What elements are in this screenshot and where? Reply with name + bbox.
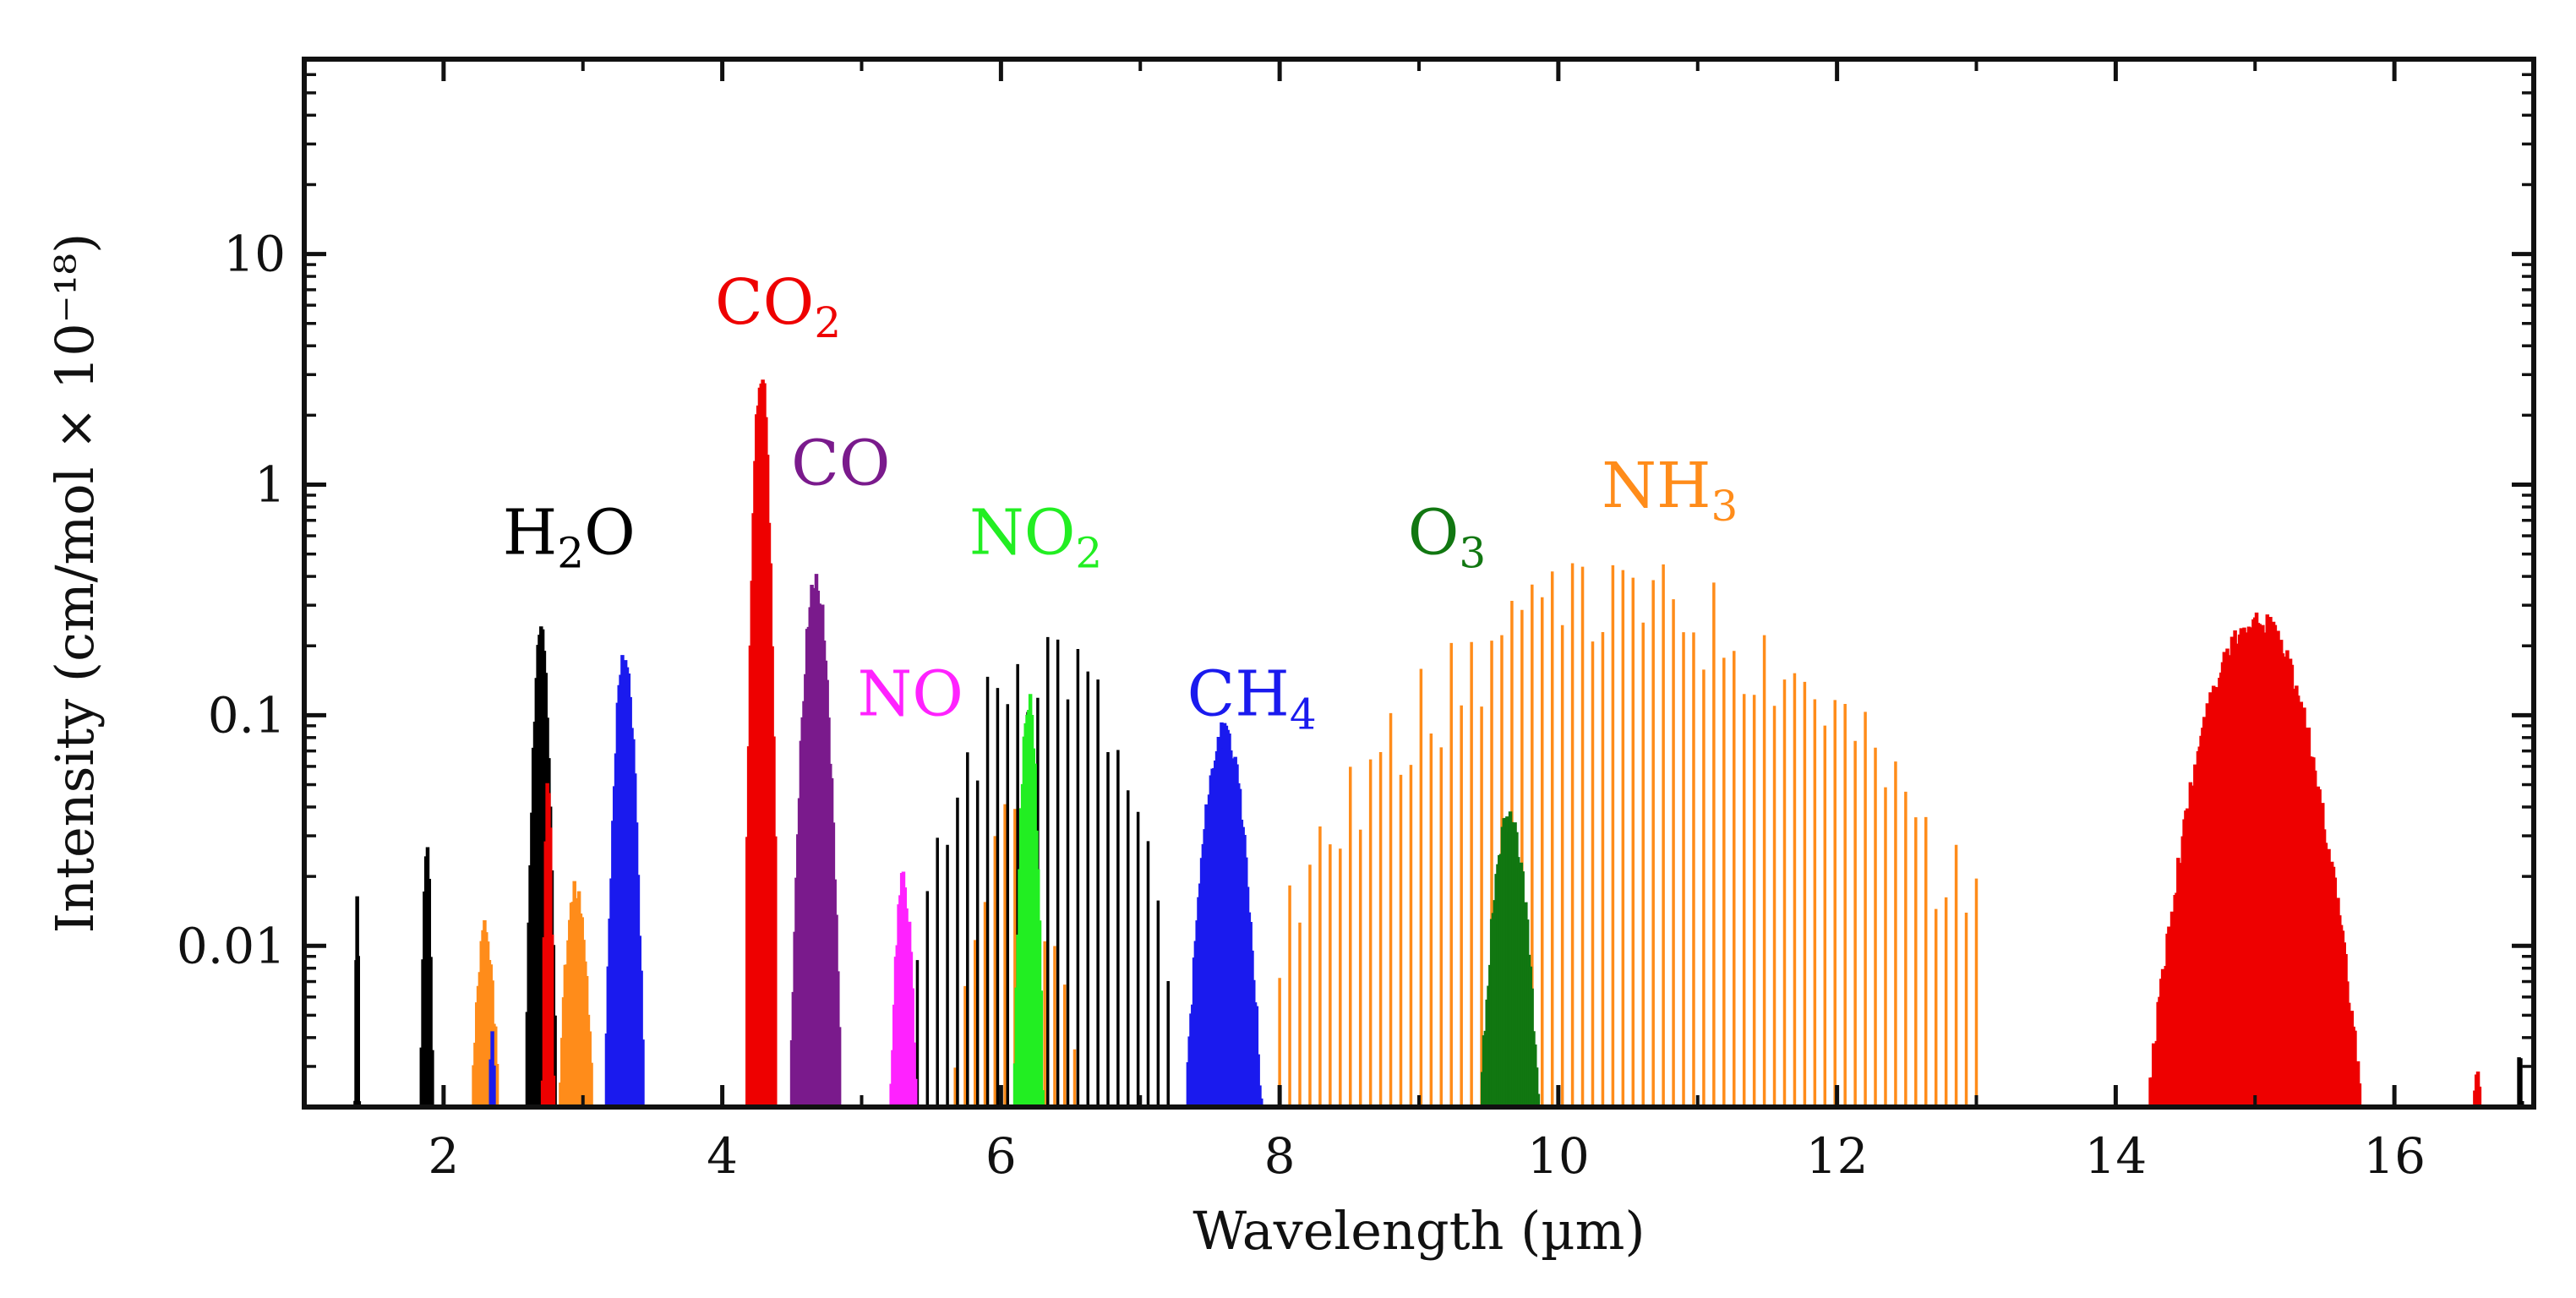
band-co2-0 xyxy=(540,783,556,1107)
label-co: CO xyxy=(791,427,890,499)
x-tick-label: 16 xyxy=(2363,1127,2426,1185)
band-ch4-0 xyxy=(488,1031,496,1107)
y-tick-label: 0.1 xyxy=(208,686,286,744)
species-labels: H2O CO2 CO NO NO2 CH4 O3 NH3 xyxy=(503,266,1738,739)
x-tick-label: 6 xyxy=(985,1127,1017,1185)
band-co2-3 xyxy=(2473,1072,2482,1107)
label-no: NO xyxy=(857,657,963,730)
x-axis-title: Wavelength (µm) xyxy=(1192,1200,1645,1262)
band-h2o-4 xyxy=(2517,1057,2524,1107)
x-tick-label: 12 xyxy=(1806,1127,1869,1185)
label-ch4: CH4 xyxy=(1187,657,1317,739)
y-axis-title: Intensity (cm/mol × 10⁻¹⁸) xyxy=(44,233,106,934)
band-ch4-2 xyxy=(1186,722,1263,1107)
band-co2-2 xyxy=(2148,612,2362,1107)
label-no2: NO2 xyxy=(969,497,1102,578)
label-nh3: NH3 xyxy=(1602,450,1738,531)
band-co-0 xyxy=(789,574,842,1107)
x-tick-label: 10 xyxy=(1527,1127,1590,1185)
band-no-0 xyxy=(889,871,918,1107)
x-tick-label: 4 xyxy=(707,1127,738,1185)
x-tick-label: 8 xyxy=(1264,1127,1296,1185)
label-o3: O3 xyxy=(1408,497,1486,578)
absorption-bands xyxy=(353,379,2524,1107)
band-ch4-1 xyxy=(604,655,645,1107)
y-tick-label: 0.01 xyxy=(177,917,286,974)
band-co2-1 xyxy=(745,379,778,1107)
band-h2o-1 xyxy=(419,847,434,1107)
label-co2: CO2 xyxy=(715,266,841,347)
x-tick-label: 14 xyxy=(2084,1127,2147,1185)
band-o3-0 xyxy=(1480,811,1541,1107)
y-tick-label: 1 xyxy=(254,455,286,513)
x-tick-label: 2 xyxy=(428,1127,459,1185)
label-h2o: H2O xyxy=(503,497,636,578)
band-nh3-1 xyxy=(559,881,593,1107)
band-no2-0 xyxy=(1012,694,1045,1107)
band-nh3-3 xyxy=(1278,563,1978,1107)
axis-ticks: 2 4 6 8 10 12 14 16 0.01 0.1 1 10 xyxy=(177,59,2534,1185)
y-tick-label: 10 xyxy=(223,226,286,283)
band-h2o-0 xyxy=(353,896,362,1107)
